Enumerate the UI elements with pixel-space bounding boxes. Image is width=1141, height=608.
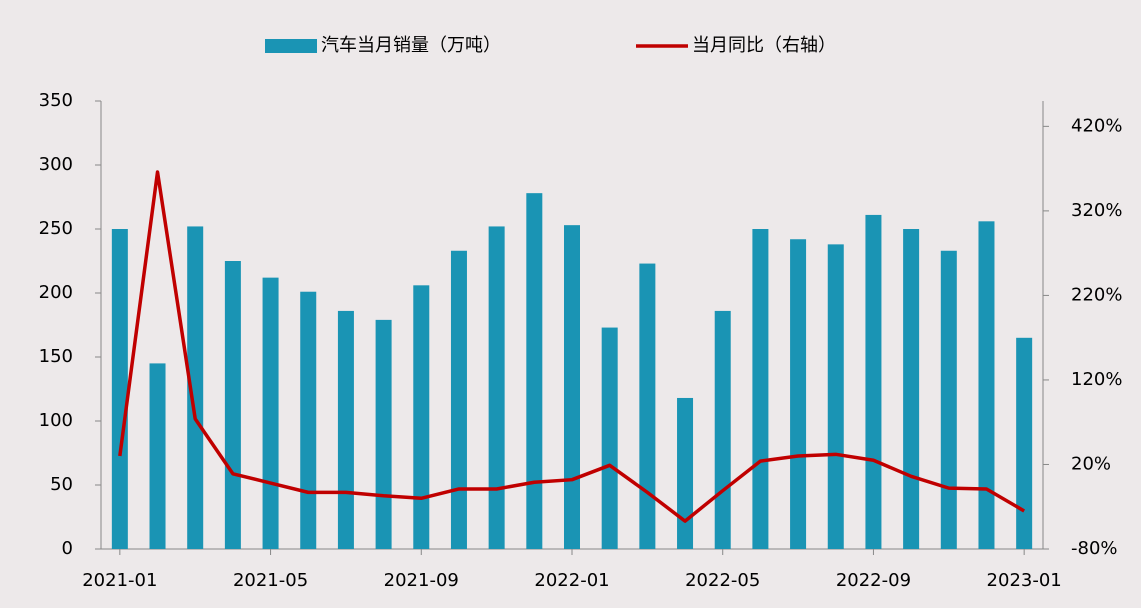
y2-tick-label: 220% [1071,284,1122,305]
bar [375,319,392,549]
legend-swatch [265,39,317,53]
bar [450,250,467,549]
x-tick-label: 2022-05 [685,570,760,591]
line [118,170,1026,523]
bar [413,285,430,549]
y-tick-label: 50 [50,474,73,495]
y-tick-label: 100 [39,410,73,431]
bar [262,277,279,549]
bar [677,397,694,549]
y-tick-label: 0 [62,538,73,559]
legend-label: 汽车当月销量（万吨） [321,35,501,56]
legend-label: 当月同比（右轴） [692,35,836,56]
y-tick-label: 350 [39,90,73,111]
x-tick-label: 2021-05 [233,570,308,591]
x-tick-label: 2021-09 [384,570,459,591]
x-tick-label: 2023-01 [987,570,1062,591]
bar [639,263,656,549]
bar [903,229,920,549]
x-tick-label: 2022-01 [534,570,609,591]
bar [111,229,128,549]
y2-tick-label: 320% [1071,200,1122,221]
bar [827,244,844,550]
y2-tick-label: 120% [1071,369,1122,390]
bar [601,327,618,549]
y-tick-label: 150 [39,346,73,367]
bar [714,310,731,549]
bar [488,226,505,549]
bar [940,250,957,549]
x-tick-label: 2021-01 [82,570,157,591]
bar [865,214,882,550]
bar [300,291,317,549]
y-tick-label: 300 [39,154,73,175]
y2-tick-label: 20% [1071,453,1111,474]
bar [526,193,543,549]
bar [1016,337,1033,549]
bar [978,221,995,549]
bar [337,310,354,549]
bar [564,225,580,549]
bar [187,226,204,549]
y-tick-label: 250 [39,218,73,239]
y2-tick-label: 420% [1071,115,1122,136]
x-tick-label: 2022-09 [836,570,911,591]
y2-tick-label: -80% [1071,538,1118,559]
bar [224,261,241,549]
bar [790,239,807,550]
bar [149,363,166,549]
y-tick-label: 200 [39,282,73,303]
bar [752,229,769,549]
